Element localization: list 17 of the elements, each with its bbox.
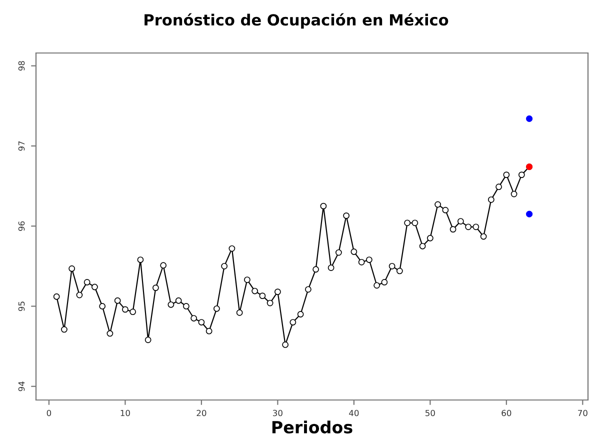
x-tick-label: 10 [120, 410, 130, 416]
x-tick-label: 70 [578, 410, 588, 416]
x-tick-label: 40 [349, 410, 359, 416]
point [526, 115, 533, 122]
chart-title: Pronóstico de Ocupación en México [144, 13, 448, 29]
x-tick-label: 50 [426, 410, 435, 416]
x-tick-label: 0 [46, 410, 52, 416]
point [526, 210, 533, 218]
x-tick-label: 60 [502, 410, 512, 416]
x-tick-label: 30 [273, 410, 282, 416]
y-tick-label: 96 [18, 221, 25, 231]
y-tick-label: 98 [18, 61, 25, 71]
y-tick-label: 95 [18, 302, 25, 312]
y-tick-label: 97 [18, 141, 25, 151]
y-tick-label: 94 [18, 382, 25, 392]
x-tick-label: 20 [196, 410, 206, 416]
x-axis-title: Periodos [272, 420, 352, 434]
